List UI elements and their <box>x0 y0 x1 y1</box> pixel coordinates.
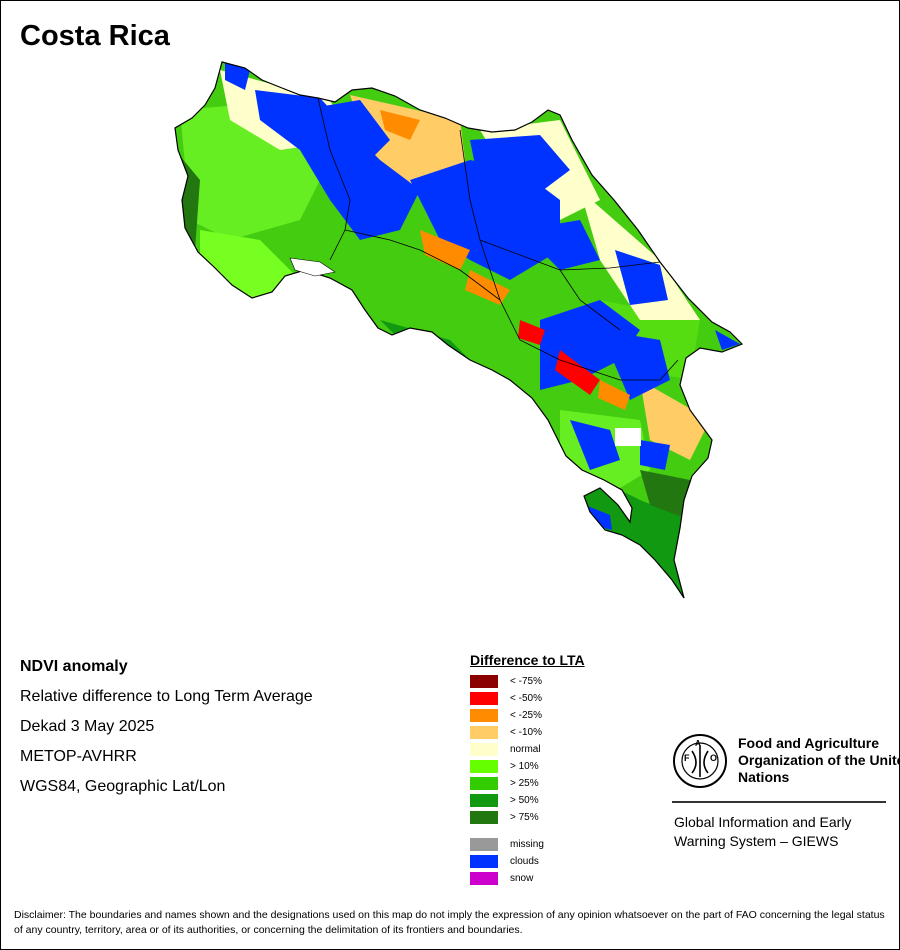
legend-swatch <box>470 760 498 773</box>
legend-label: normal <box>510 744 541 755</box>
legend-label: clouds <box>510 856 539 867</box>
legend-swatch <box>470 709 498 722</box>
legend-swatch <box>470 743 498 756</box>
svg-text:F: F <box>684 753 690 763</box>
legend-label: > 10% <box>510 761 539 772</box>
projection-info: WGS84, Geographic Lat/Lon <box>20 778 226 795</box>
legend-swatch <box>470 675 498 688</box>
legend-label: < -50% <box>510 693 542 704</box>
ndvi-anomaly-map <box>174 61 744 599</box>
legend-item: > 50% <box>470 792 585 809</box>
legend-item: < -10% <box>470 724 585 741</box>
legend-item: > 75% <box>470 809 585 826</box>
legend-item: < -50% <box>470 690 585 707</box>
legend-label: snow <box>510 873 534 884</box>
legend-label: < -25% <box>510 710 542 721</box>
legend: Difference to LTA < -75% < -50% < -25% < -1… <box>470 652 585 887</box>
giews-name: Global Information and Early Warning Sys… <box>674 814 852 849</box>
fao-logo-icon: F A O <box>673 734 727 788</box>
map-title: Costa Rica <box>20 20 170 52</box>
fao-org-name: Food and Agriculture Organization of the… <box>738 735 900 785</box>
svg-text:A: A <box>695 739 701 748</box>
divider <box>672 801 886 803</box>
legend-label: > 50% <box>510 795 539 806</box>
legend-swatch <box>470 855 498 868</box>
legend-swatch <box>470 726 498 739</box>
legend-item: > 25% <box>470 775 585 792</box>
legend-label: < -10% <box>510 727 542 738</box>
legend-item: clouds <box>470 853 585 870</box>
legend-swatch <box>470 872 498 885</box>
legend-item: < -75% <box>470 673 585 690</box>
map-info: NDVI anomaly Relative difference to Long… <box>20 656 313 806</box>
legend-label: > 25% <box>510 778 539 789</box>
legend-label: > 75% <box>510 812 539 823</box>
product-name: NDVI anomaly <box>20 658 128 675</box>
legend-title: Difference to LTA <box>470 652 585 668</box>
disclaimer: Disclaimer: The boundaries and names sho… <box>14 909 885 936</box>
legend-swatch <box>470 777 498 790</box>
legend-item: > 10% <box>470 758 585 775</box>
legend-other: missing clouds snow <box>470 836 585 887</box>
product-description: Relative difference to Long Term Average <box>20 688 313 705</box>
sensor-name: METOP-AVHRR <box>20 748 137 765</box>
legend-item: snow <box>470 870 585 887</box>
legend-item: < -25% <box>470 707 585 724</box>
legend-label: missing <box>510 839 544 850</box>
legend-classes: < -75% < -50% < -25% < -10% normal > 10% > 25%… <box>470 673 585 826</box>
legend-swatch <box>470 692 498 705</box>
legend-item: missing <box>470 836 585 853</box>
time-period: Dekad 3 May 2025 <box>20 718 155 735</box>
legend-item: normal <box>470 741 585 758</box>
legend-swatch <box>470 838 498 851</box>
lake <box>289 257 336 277</box>
country-outline <box>174 61 744 599</box>
svg-text:O: O <box>710 753 717 763</box>
province-boundaries <box>317 97 679 381</box>
legend-swatch <box>470 811 498 824</box>
legend-label: < -75% <box>510 676 542 687</box>
legend-swatch <box>470 794 498 807</box>
ndvi-raster <box>175 62 742 598</box>
